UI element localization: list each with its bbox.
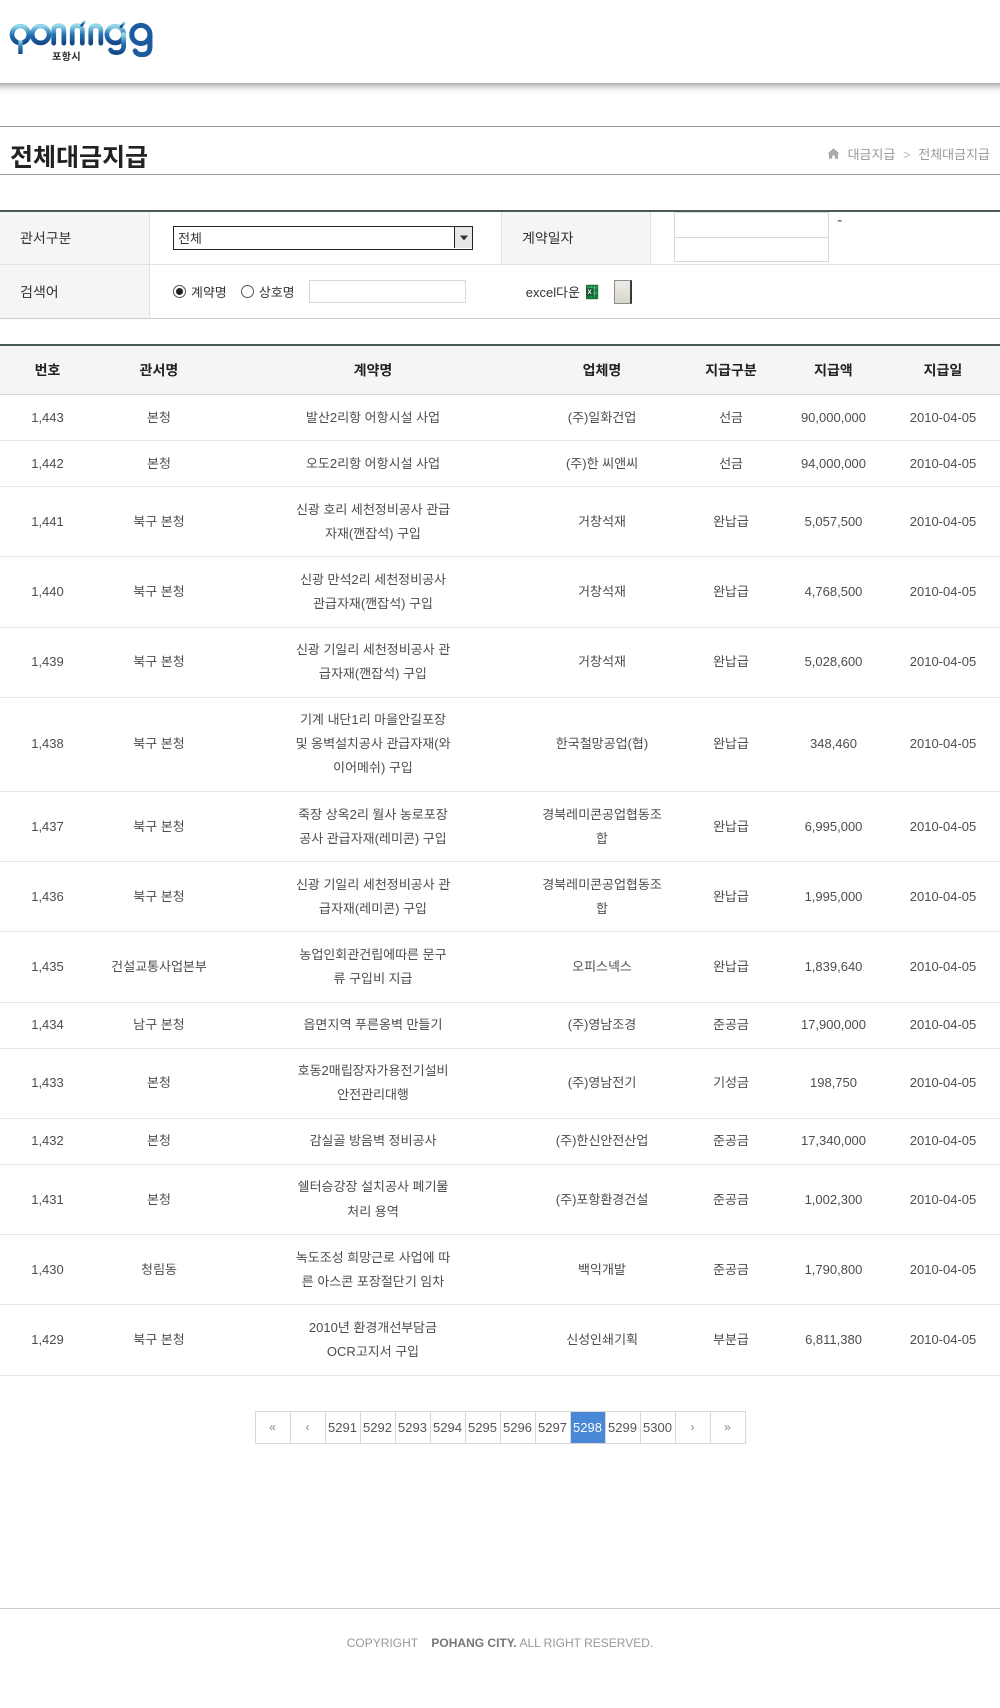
svg-text:포항시: 포항시: [52, 50, 81, 63]
